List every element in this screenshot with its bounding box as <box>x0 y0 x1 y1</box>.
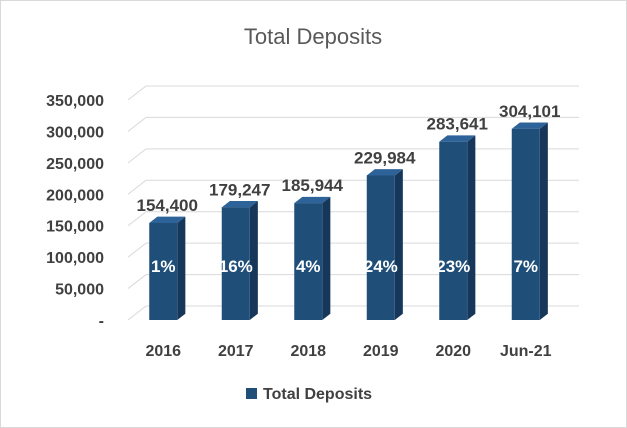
bar-2018: 185,944 4% <box>282 176 344 320</box>
bar-front <box>439 141 468 320</box>
x-tick-label: 2020 <box>435 343 471 360</box>
y-tick-label: 200,000 <box>46 187 104 204</box>
y-tick-label: - <box>99 313 104 330</box>
x-tick-label: 2018 <box>290 343 326 360</box>
gridline-diagonal <box>127 242 147 258</box>
bar-2016: 154,400 1% <box>137 196 198 320</box>
bar-top <box>366 169 403 176</box>
bar-growth-label: 4% <box>296 257 321 276</box>
bar-side <box>467 135 476 320</box>
bar-2017: 179,247 16% <box>209 180 270 320</box>
bar-growth-label: 24% <box>364 257 398 276</box>
bar-growth-label: 7% <box>513 257 538 276</box>
bar-jun-21: 304,101 7% <box>499 102 560 320</box>
legend-swatch <box>246 388 257 399</box>
y-tick-label: 350,000 <box>46 93 104 110</box>
gridline-diagonal <box>127 117 147 132</box>
x-axis-ticks: 2016 2017 2018 2019 2020 Jun-21 <box>145 343 551 360</box>
bar-growth-label: 1% <box>151 257 176 276</box>
y-tick-label: 50,000 <box>55 282 104 299</box>
bar-value-label: 179,247 <box>209 180 270 199</box>
gridline-diagonal <box>127 148 147 164</box>
bar-top <box>149 216 186 223</box>
bar-top <box>439 135 476 142</box>
gridline-diagonal <box>127 179 147 195</box>
chart-title: Total Deposits <box>244 24 382 49</box>
bar-growth-label: 16% <box>219 257 253 276</box>
bar-side <box>539 122 548 320</box>
bar-front <box>366 175 395 320</box>
gridline-diagonal <box>127 85 147 101</box>
bar-top <box>221 201 258 208</box>
gridline-diagonal <box>127 211 147 227</box>
x-tick-label: 2016 <box>145 343 181 360</box>
y-tick-label: 300,000 <box>46 124 104 141</box>
bar-side <box>177 216 186 320</box>
y-tick-label: 250,000 <box>46 156 104 173</box>
bar-value-label: 229,984 <box>354 148 416 167</box>
gridline-diagonal <box>127 305 147 321</box>
bar-2020: 283,641 23% <box>427 115 488 320</box>
bars: 154,400 1% 179,247 16% 185,944 4% 229,984 24% 28… <box>137 102 560 320</box>
y-tick-label: 150,000 <box>46 219 104 236</box>
x-tick-label: Jun-21 <box>500 343 552 360</box>
bar-front <box>511 128 540 320</box>
bar-side <box>249 201 258 320</box>
bar-value-label: 304,101 <box>499 102 560 121</box>
y-axis-ticks: - 50,000 100,000 150,000 200,000 250,000 300,0… <box>46 93 104 330</box>
bar-side <box>394 169 403 320</box>
bar-top <box>511 122 548 129</box>
bar-top <box>294 196 331 204</box>
bar-2019: 229,984 24% <box>354 148 416 320</box>
bar-front <box>221 207 250 320</box>
bar-front <box>294 203 323 320</box>
y-tick-label: 100,000 <box>46 250 104 267</box>
bar-growth-label: 23% <box>436 257 470 276</box>
bar-value-label: 154,400 <box>137 196 198 215</box>
gridline-diagonal <box>127 274 147 289</box>
legend: Total Deposits <box>246 386 372 403</box>
x-tick-label: 2019 <box>363 343 399 360</box>
bar-side <box>322 196 331 320</box>
x-tick-label: 2017 <box>218 343 254 360</box>
gridlines <box>127 85 579 321</box>
legend-label: Total Deposits <box>263 386 372 403</box>
bar-value-label: 185,944 <box>282 176 344 195</box>
bar-front <box>149 222 178 320</box>
bar-value-label: 283,641 <box>427 115 488 134</box>
